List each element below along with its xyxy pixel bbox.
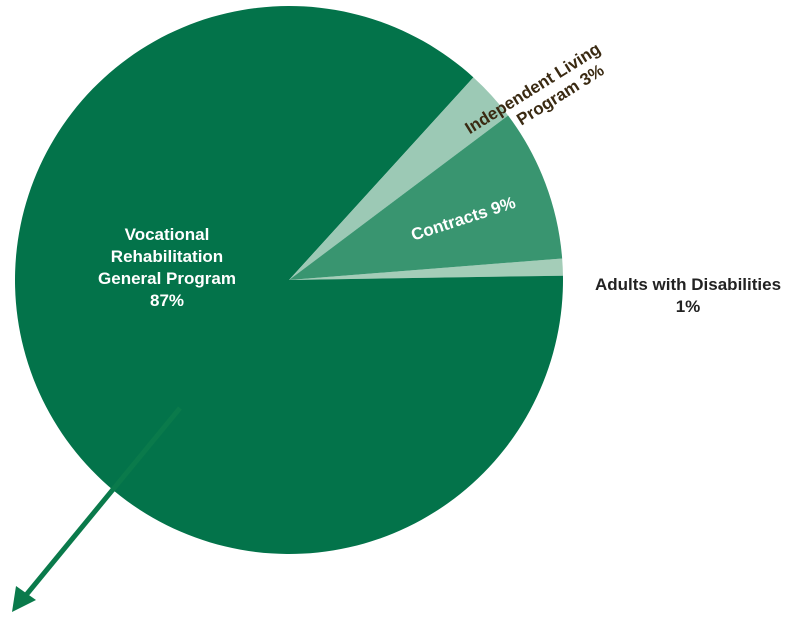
pie-slice-contracts [289,115,563,280]
label-vocational-line2: Rehabilitation [111,247,223,266]
arrow-icon [12,406,182,612]
pie-slice-independent-living-program [289,77,509,280]
pie-slices [15,6,563,555]
label-vocational-value: 87% [150,291,184,310]
label-vocational: Vocational Rehabilitation General Progra… [98,225,236,310]
label-adults-value: 1% [676,297,701,316]
label-adults-line1: Adults with Disabilities [595,275,781,294]
label-vocational-line3: General Program [98,269,236,288]
pie-slice-vocational-rehabilitation-general-program [15,6,563,555]
label-vocational-line1: Vocational [125,225,210,244]
label-adults: Adults with Disabilities 1% [595,275,781,316]
pie-slice-adults-with-disabilities [289,258,563,280]
